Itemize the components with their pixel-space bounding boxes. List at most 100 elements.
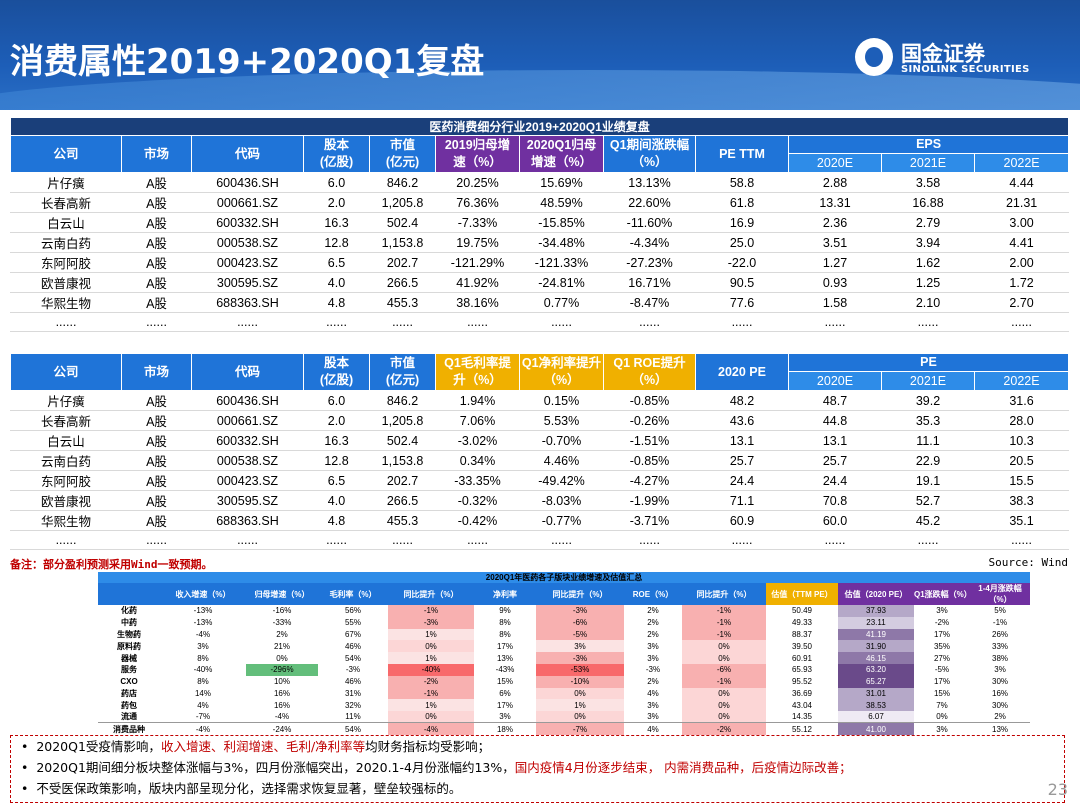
table-cell: ...... <box>519 530 604 550</box>
table-cell: 白云山 <box>10 212 122 233</box>
table-cell: 25.7 <box>788 450 882 471</box>
table-row: 云南白药 A股 000538.SZ 12.8 1,153.8 0.34% 4.46% -0.8… <box>10 450 1070 471</box>
table-cell: 36.69 <box>791 688 813 698</box>
table-cell: -2% <box>934 618 950 628</box>
table-cell: 16.88 <box>881 192 975 213</box>
table-cell: 38.3 <box>973 490 1070 511</box>
col-header: Q1期间涨跌幅 （%） <box>603 135 696 173</box>
table-cell: -121.29% <box>435 252 520 273</box>
table-cell: -0.26% <box>603 410 696 431</box>
table-cell: 原料药 <box>117 641 141 651</box>
table-cell: 云南白药 <box>10 450 122 471</box>
table-cell: -43% <box>495 665 515 675</box>
col-header: 2019归母增 速（%） <box>435 135 520 173</box>
table-cell: -15.85% <box>519 212 604 233</box>
table-cell: 片仔癀 <box>10 390 122 411</box>
table-row: ........................................… <box>10 312 1070 332</box>
table-cell: A股 <box>121 390 192 411</box>
table-cell: 1,153.8 <box>369 450 436 471</box>
bullet-2: • 2020Q1期间细分板块整体涨幅与3%，四月份涨幅突出，2020.1-4月份… <box>21 760 852 775</box>
table-row: 欧普康视 A股 300595.SZ 4.0 266.5 41.92% -24.81% 16.7… <box>10 272 1070 293</box>
table-cell: 5.53% <box>519 410 604 431</box>
table-cell: 器械 <box>121 653 137 663</box>
table-cell: -16% <box>272 606 292 616</box>
table-cell: -33% <box>272 618 292 628</box>
logo-cn: 国金证券 <box>901 42 985 66</box>
table-cell: 0% <box>682 711 766 723</box>
table-cell: 1% <box>388 652 474 664</box>
table-cell: -121.33% <box>519 252 604 273</box>
table-cell: 6.07 <box>838 711 914 723</box>
table-row: 东阿阿胶 A股 000423.SZ 6.5 202.7 -33.35% -49.42% -4.… <box>10 470 1070 491</box>
table-cell: 3% <box>647 653 659 663</box>
table-cell: 000661.SZ <box>191 410 304 431</box>
table-cell: -1% <box>682 675 766 688</box>
table-cell: A股 <box>121 450 192 471</box>
bullet-box: • 2020Q1受疫情影响，收入增速、利润增速、毛利/净利率等均财务指标均受影响… <box>10 735 1065 803</box>
table-cell: 0.77% <box>519 292 604 313</box>
bullet-highlight: 收入增速、利润增速、毛利/净利率等 <box>160 739 366 754</box>
table-cell: 2% <box>647 618 659 628</box>
table-cell: 43.04 <box>791 700 813 710</box>
table-cell: -8.03% <box>519 490 604 511</box>
table-cell: 0.93 <box>788 272 882 293</box>
table-cell: -2% <box>388 675 474 688</box>
table-cell: 6% <box>499 688 511 698</box>
col-header: 毛利率（%） <box>318 583 388 605</box>
table-cell: 3% <box>197 641 209 651</box>
table-cell: 10.3 <box>973 430 1070 451</box>
col-header: 净利率 <box>474 583 536 605</box>
table-cell: 2.88 <box>788 172 882 193</box>
sub-header: 2020E <box>788 153 882 173</box>
col-header: ROE（%） <box>624 583 682 605</box>
table-cell: 6.0 <box>303 172 370 193</box>
table-cell: -40% <box>193 665 213 675</box>
table-cell: A股 <box>121 232 192 253</box>
table-cell: 3.00 <box>973 212 1070 233</box>
table-cell: -1% <box>682 628 766 641</box>
table-cell: 13.31 <box>788 192 882 213</box>
table-cell: 15.5 <box>973 470 1070 491</box>
table-cell: 52.7 <box>881 490 975 511</box>
table-caption: 医药消费细分行业2019+2020Q1业绩复盘 <box>9 117 1070 136</box>
table-row: 云南白药 A股 000538.SZ 12.8 1,153.8 19.75% -34.48% -… <box>10 232 1070 253</box>
table-cell: 4% <box>647 688 659 698</box>
table-cell: 12.8 <box>303 232 370 253</box>
table-cell: ...... <box>121 312 192 332</box>
table-cell: 41.92% <box>435 272 520 293</box>
sub-header: 2022E <box>973 371 1070 391</box>
table-cell: 67% <box>344 629 361 639</box>
col-header: 股本 (亿股) <box>303 353 370 391</box>
table-cell: 华熙生物 <box>10 510 122 531</box>
table-cell: 300595.SZ <box>191 490 304 511</box>
table-cell: ...... <box>695 312 789 332</box>
table-row: 白云山 A股 600332.SH 16.3 502.4 -3.02% -0.70% -1.51… <box>10 430 1070 451</box>
table-cell: 50.49 <box>791 606 813 616</box>
table-cell: 30% <box>992 677 1009 687</box>
table-caption: 2020Q1年医药各子版块业绩增速及估值汇总 <box>98 572 1031 583</box>
table-cell: ...... <box>881 530 975 550</box>
table-cell: 38% <box>992 653 1009 663</box>
col-header <box>98 583 160 605</box>
table-cell: 15% <box>496 677 513 687</box>
col-header: Q1涨跌幅（%） <box>914 583 972 605</box>
col-header: 归母增速（%） <box>246 583 318 605</box>
table-cell: 2.36 <box>788 212 882 233</box>
table-cell: -10% <box>536 675 624 688</box>
table-cell: 7.06% <box>435 410 520 431</box>
bullet-1: • 2020Q1受疫情影响，收入增速、利润增速、毛利/净利率等均财务指标均受影响… <box>21 739 491 754</box>
table-cell: 16% <box>273 700 290 710</box>
table-cell: 14.35 <box>791 712 813 722</box>
table-cell: 63.20 <box>838 663 914 676</box>
table-cell: 1.25 <box>881 272 975 293</box>
table-cell: 27% <box>933 653 950 663</box>
table-cell: 455.3 <box>369 292 436 313</box>
table-cell: CXO <box>120 677 138 687</box>
table-cell: ...... <box>881 312 975 332</box>
table-cell: A股 <box>121 430 192 451</box>
table-cell: A股 <box>121 490 192 511</box>
table-cell: 46.15 <box>838 652 914 664</box>
table-cell: ...... <box>973 530 1070 550</box>
table-cell: ...... <box>788 530 882 550</box>
table-cell: -22.0 <box>695 252 789 273</box>
